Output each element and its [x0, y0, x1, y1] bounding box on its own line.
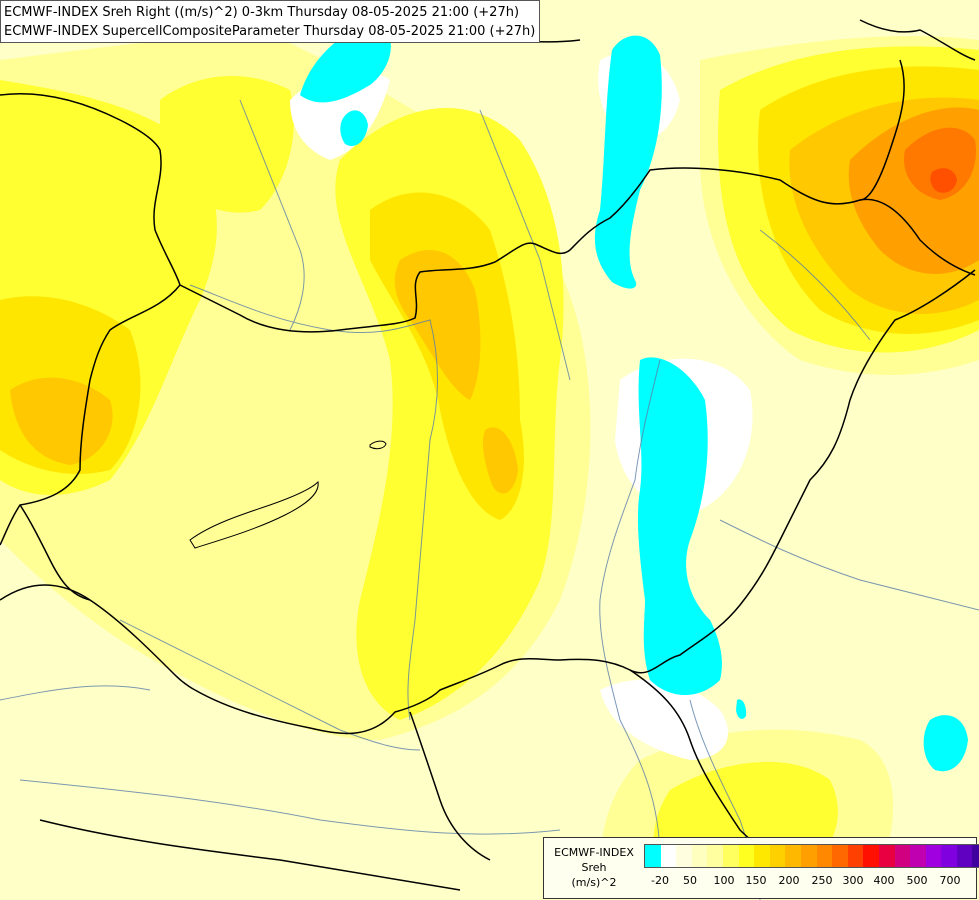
river-west-1	[0, 685, 151, 701]
legend-title: ECMWF-INDEX Sreh (m/s)^2	[544, 845, 644, 890]
legend-swatch	[707, 845, 723, 867]
field-cyan-vertical-north	[594, 35, 662, 289]
river-north-1	[239, 99, 305, 331]
legend-tick-label: 300	[842, 874, 864, 887]
color-legend: ECMWF-INDEX Sreh (m/s)^2 -20 50 100 150 200 2…	[543, 837, 979, 899]
legend-swatches	[644, 844, 979, 868]
river-drava	[119, 619, 421, 751]
field-deep-orange-east	[904, 127, 976, 200]
legend-tick-label: 400	[873, 874, 895, 887]
legend-swatch	[956, 845, 973, 867]
border-southwest	[0, 584, 196, 691]
field-cyan-central	[637, 357, 722, 695]
field-white-south	[600, 679, 729, 760]
lake-balaton	[189, 480, 319, 549]
river-danube	[189, 284, 438, 721]
border-south	[194, 269, 976, 735]
border-croatia	[19, 504, 91, 601]
field-cyan-southeast	[923, 715, 968, 772]
legend-title-line-2: Sreh	[581, 861, 607, 874]
legend-swatch	[754, 845, 770, 867]
river-sava	[19, 779, 561, 835]
legend-swatch	[832, 845, 848, 867]
legend-swatch	[660, 845, 677, 867]
field-cyan-north-2	[340, 110, 368, 146]
field-amber-central	[394, 250, 481, 400]
legend-swatch	[785, 845, 801, 867]
legend-swatch	[738, 845, 755, 867]
lake-small	[369, 440, 387, 450]
border-bosnia	[39, 819, 461, 891]
river-north-2	[479, 109, 571, 381]
legend-swatch	[972, 845, 979, 867]
legend-swatch	[941, 845, 957, 867]
legend-swatch	[863, 845, 879, 867]
border-south-serbia	[409, 711, 491, 861]
legend-tick-label: -20	[651, 874, 669, 887]
map-title-line-2: ECMWF-INDEX SupercellCompositeParameter …	[4, 24, 536, 39]
legend-swatch	[925, 845, 942, 867]
field-yellow-north	[160, 76, 294, 213]
legend-ticks: -20 50 100 150 200 250 300 400 500 700	[644, 874, 974, 890]
legend-swatch	[847, 845, 864, 867]
legend-swatch	[769, 845, 786, 867]
legend-swatch	[722, 845, 739, 867]
legend-swatch	[816, 845, 833, 867]
border-northeast	[859, 19, 976, 61]
legend-tick-label: 50	[683, 874, 697, 887]
legend-swatch	[894, 845, 911, 867]
legend-swatch	[676, 845, 692, 867]
legend-tick-label: 100	[713, 874, 735, 887]
legend-tick-label: 150	[745, 874, 767, 887]
legend-title-line-1: ECMWF-INDEX	[554, 846, 634, 859]
map-title-box: ECMWF-INDEX Sreh Right ((m/s)^2) 0-3km T…	[0, 0, 541, 43]
legend-tick-label: 700	[939, 874, 961, 887]
legend-swatch	[800, 845, 817, 867]
river-east-1	[759, 229, 871, 341]
border-north-west	[0, 92, 976, 333]
legend-tick-label: 200	[778, 874, 800, 887]
field-cyan-south	[736, 699, 747, 719]
river-tisza	[599, 359, 661, 861]
legend-swatch	[910, 845, 926, 867]
field-amber-central-2	[482, 427, 518, 494]
field-red-orange-east	[930, 168, 957, 193]
rivers	[0, 99, 979, 900]
legend-swatch	[645, 845, 661, 867]
legend-swatch	[878, 845, 895, 867]
legend-tick-label: 250	[811, 874, 833, 887]
border-east-top	[859, 59, 905, 201]
river-east-2	[719, 519, 979, 611]
legend-tick-label: 500	[906, 874, 928, 887]
map-title-line-1: ECMWF-INDEX Sreh Right ((m/s)^2) 0-3km T…	[4, 5, 520, 20]
legend-title-line-3: (m/s)^2	[571, 876, 617, 889]
legend-swatch	[691, 845, 708, 867]
